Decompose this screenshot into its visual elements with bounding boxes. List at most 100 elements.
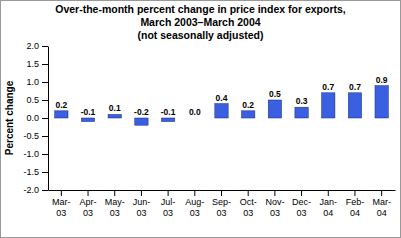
y-tick-label: 0.5 [26, 95, 39, 105]
data-label: 0.4 [216, 93, 228, 103]
y-tick-mark [42, 154, 48, 155]
y-tick: -2.0 [23, 185, 48, 195]
x-tick-mark [248, 190, 249, 196]
y-tick-mark [42, 46, 48, 47]
y-tick: -1.5 [23, 167, 48, 177]
x-tick-mark [88, 190, 89, 196]
data-label: 0.1 [109, 103, 121, 113]
x-tick-label: Jul-03 [161, 197, 176, 218]
data-label: 0.9 [376, 75, 388, 85]
x-tick-label: Apr-03 [80, 197, 97, 218]
data-label: 0.5 [269, 89, 281, 99]
x-tick-label: Feb-04 [346, 197, 365, 218]
data-labels: 0.2 -0.1 0.1 -0.2 -0.1 0.0 0.4 0.2 0.5 0.3 0.7 0.7 0… [55, 75, 387, 117]
y-tick-label: 1.5 [26, 59, 39, 69]
x-tick: Mar-03 [52, 190, 71, 218]
y-tick-label: 0.0 [26, 113, 39, 123]
y-tick-mark [42, 82, 48, 83]
x-tick-mark [381, 190, 382, 196]
data-label: 0.2 [242, 100, 254, 110]
y-tick: 0.5 [26, 95, 48, 105]
data-label: 0.7 [349, 82, 361, 92]
bar [135, 118, 148, 125]
bar [268, 100, 281, 118]
x-tick-mark [194, 190, 195, 196]
subtitle: (not seasonally adjusted) [137, 29, 263, 41]
y-tick: -0.5 [23, 131, 48, 141]
y-tick: 1.0 [26, 77, 48, 87]
x-tick: Apr-03 [80, 190, 97, 218]
y-tick-mark [42, 100, 48, 101]
y-tick-label: -1.0 [23, 149, 39, 159]
data-label: -0.1 [161, 107, 176, 117]
x-axis: Mar-03 Apr-03 May-03 Jun-03 Jul-03 Aug-03 Sep-… [49, 190, 396, 218]
x-tick-mark [274, 190, 275, 196]
x-tick: Sep-03 [212, 190, 231, 218]
x-tick-mark [114, 190, 115, 196]
data-label: 0.7 [322, 82, 334, 92]
bar [295, 107, 308, 118]
bar [215, 104, 228, 118]
bar [322, 93, 335, 118]
y-tick: -1.0 [23, 149, 48, 159]
x-tick-label: Mar-04 [372, 197, 391, 218]
x-tick-mark [328, 190, 329, 196]
bar [81, 118, 94, 122]
y-tick-label: -2.0 [23, 185, 39, 195]
data-label: 0.0 [189, 107, 201, 117]
data-label: -0.2 [134, 107, 149, 117]
x-tick: Jan-04 [320, 190, 338, 218]
data-label: -0.1 [81, 107, 96, 117]
bar [188, 118, 201, 119]
y-tick-label: 1.0 [26, 77, 39, 87]
x-tick-mark [61, 190, 62, 196]
y-tick-label: -0.5 [23, 131, 39, 141]
y-axis-title: Percent change [4, 80, 15, 155]
x-tick-mark [301, 190, 302, 196]
x-tick: Nov-03 [265, 190, 284, 218]
y-tick-mark [42, 190, 48, 191]
x-tick-label: Aug-03 [185, 197, 204, 218]
x-tick-label: Oct-03 [240, 197, 257, 218]
x-tick-label: Sep-03 [212, 197, 231, 218]
data-label: 0.2 [55, 100, 67, 110]
y-tick: 2.0 [26, 41, 48, 51]
bar [108, 114, 121, 118]
y-tick-label: 2.0 [26, 41, 39, 51]
x-tick-label: Nov-03 [265, 197, 284, 218]
x-tick-mark [221, 190, 222, 196]
x-tick: Mar-04 [372, 190, 391, 218]
chart: Over-the-month percent change in price i… [0, 0, 401, 238]
bars [55, 86, 389, 126]
bar [161, 118, 174, 122]
x-tick: Oct-03 [240, 190, 257, 218]
x-tick-label: Jan-04 [320, 197, 338, 218]
bar [375, 86, 388, 118]
x-tick: May-03 [105, 190, 125, 218]
x-tick-mark [354, 190, 355, 196]
y-tick-mark [42, 172, 48, 173]
plot: -2.0 -1.5 -1.0 -0.5 0.0 0.5 1.0 1.5 2.0 Mar-03 Apr… [23, 41, 395, 218]
y-tick-label: -1.5 [23, 167, 39, 177]
x-tick: Feb-04 [346, 190, 365, 218]
y-axis-line [48, 47, 49, 191]
y-tick-mark [42, 136, 48, 137]
bar [55, 111, 68, 118]
data-label: 0.3 [296, 96, 308, 106]
x-tick: Jul-03 [161, 190, 176, 218]
x-tick-mark [141, 190, 142, 196]
y-tick-mark [42, 118, 48, 119]
y-tick-mark [42, 64, 48, 65]
x-tick: Jun-03 [133, 190, 151, 218]
y-axis: -2.0 -1.5 -1.0 -0.5 0.0 0.5 1.0 1.5 2.0 [23, 41, 48, 195]
y-tick: 0.0 [26, 113, 48, 123]
x-tick-label: Jun-03 [133, 197, 151, 218]
x-tick: Dec-03 [292, 190, 311, 218]
x-tick-mark [168, 190, 169, 196]
x-tick: Aug-03 [185, 190, 204, 218]
bar [242, 111, 255, 118]
y-tick: 1.5 [26, 59, 48, 69]
bar [348, 93, 361, 118]
x-tick-label: Mar-03 [52, 197, 71, 218]
title: Over-the-month percent change in price i… [55, 3, 346, 28]
